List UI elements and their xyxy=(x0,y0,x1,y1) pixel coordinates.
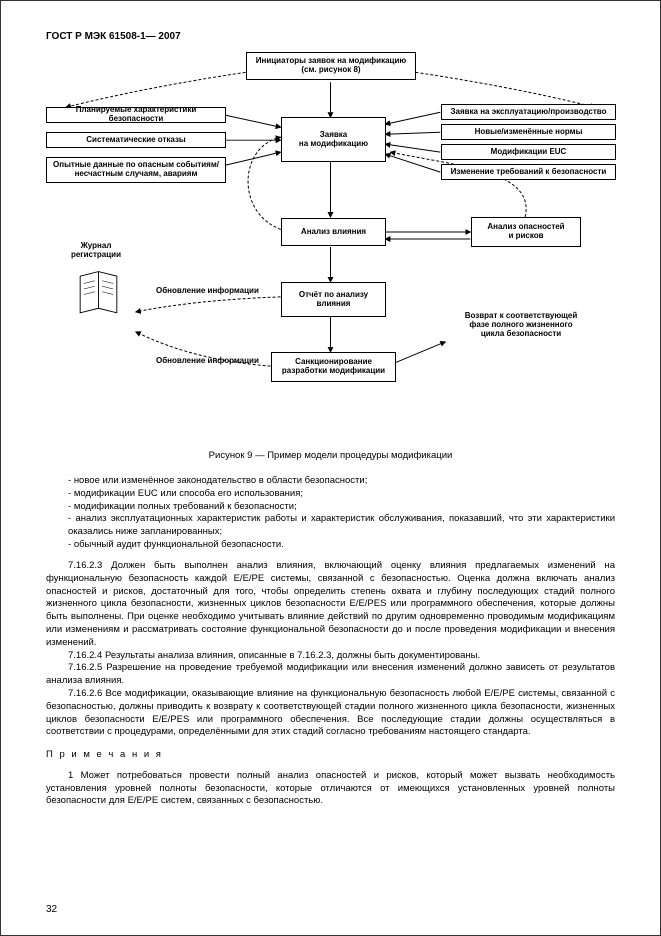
left-input-0: Планируемые характеристики безопасности xyxy=(46,107,226,123)
initiators-box: Инициаторы заявок на модификацию(см. рис… xyxy=(246,52,416,80)
para-0: 7.16.2.3 Должен быть выполнен анализ вли… xyxy=(46,560,615,650)
update-label-1: Обновление информации xyxy=(156,287,276,296)
para-2: 7.16.2.5 Разрешение на проведение требуе… xyxy=(46,662,615,688)
return-label: Возврат к соответствующейфазе полного жи… xyxy=(446,312,596,338)
right-input-0: Заявка на эксплуатацию/производство xyxy=(441,104,616,120)
journal-label: Журналрегистрации xyxy=(61,242,131,260)
left-input-1: Систематические отказы xyxy=(46,132,226,148)
request-box: Заявкана модификацию xyxy=(281,117,386,162)
bullet-1: модификации EUC или способа его использо… xyxy=(68,488,615,501)
page-number: 32 xyxy=(46,904,57,915)
bullet-2: модификации полных требований к безопасн… xyxy=(68,501,615,514)
para-1: 7.16.2.4 Результаты анализа влияния, опи… xyxy=(46,650,615,663)
right-input-2: Модификации EUC xyxy=(441,144,616,160)
update-label-2: Обновление информации xyxy=(156,357,276,366)
notes-heading: П р и м е ч а н и я xyxy=(46,749,615,760)
left-input-2: Опытные данные по опасным событиям/несча… xyxy=(46,157,226,183)
figure-caption: Рисунок 9 — Пример модели процедуры моди… xyxy=(46,450,615,461)
right-input-1: Новые/изменённые нормы xyxy=(441,124,616,140)
right-input-3: Изменение требований к безопасности xyxy=(441,164,616,180)
report-box: Отчёт по анализувлияния xyxy=(281,282,386,317)
doc-header: ГОСТ Р МЭК 61508-1— 2007 xyxy=(46,31,615,42)
flowchart-diagram: Инициаторы заявок на модификацию(см. рис… xyxy=(46,52,615,442)
impact-box: Анализ влияния xyxy=(281,218,386,246)
book-icon xyxy=(71,267,126,322)
auth-box: Санкционированиеразработки модификации xyxy=(271,352,396,382)
para-3: 7.16.2.6 Все модификации, оказывающие вл… xyxy=(46,688,615,739)
bullet-4: обычный аудит функциональной безопасност… xyxy=(68,539,615,552)
note-1: 1 Может потребоваться провести полный ан… xyxy=(46,770,615,808)
hazard-box: Анализ опасностейи рисков xyxy=(471,217,581,247)
bullet-0: новое или изменённое законодательство в … xyxy=(68,475,615,488)
bullet-3: анализ эксплуатационных характеристик ра… xyxy=(68,513,615,539)
